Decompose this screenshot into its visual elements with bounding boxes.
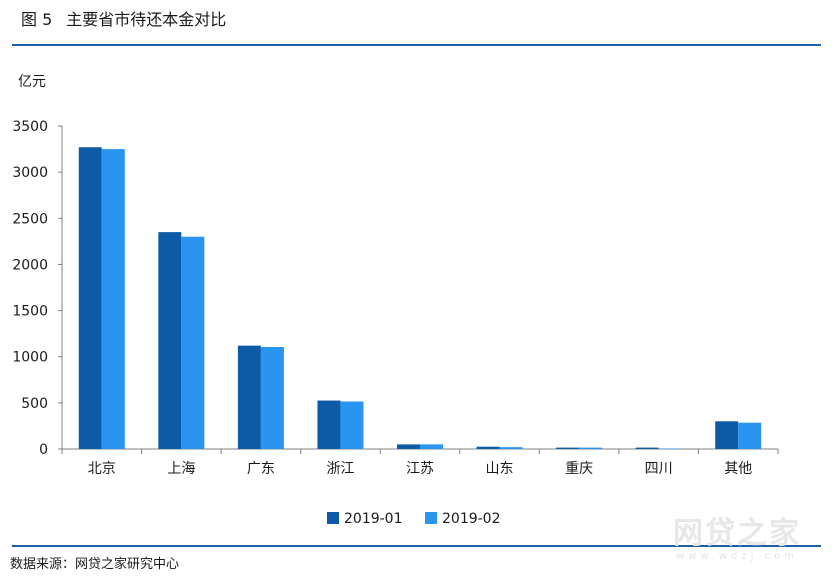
figure-title: 图 5 主要省市待还本金对比 — [21, 6, 226, 30]
bar-2019-01-山东 — [476, 446, 500, 449]
y-tick-label: 1000 — [12, 350, 48, 366]
x-tick-label: 四川 — [645, 461, 673, 477]
bar-2019-02-北京 — [101, 149, 125, 450]
legend-swatch-2019-01 — [327, 512, 339, 524]
legend-label: 2019-01 — [344, 511, 403, 527]
figure-number: 图 5 — [21, 10, 53, 29]
bar-2019-01-其他 — [715, 421, 739, 449]
y-tick-label: 500 — [21, 396, 48, 412]
legend-swatch-2019-02 — [425, 512, 437, 524]
bar-2019-01-上海 — [158, 232, 182, 449]
bar-2019-01-江苏 — [397, 444, 420, 449]
bar-2019-01-浙江 — [317, 400, 341, 449]
y-tick-label: 1500 — [12, 304, 48, 320]
x-tick-label: 其他 — [724, 461, 752, 477]
bar-2019-02-浙江 — [340, 401, 364, 449]
y-axis-label: 亿元 — [18, 74, 46, 90]
bar-2019-02-上海 — [181, 236, 205, 449]
y-tick-label: 2500 — [12, 211, 48, 227]
legend-label: 2019-02 — [442, 511, 501, 527]
watermark-url: www.wdzj.com — [676, 551, 798, 562]
figure-title-text: 主要省市待还本金对比 — [66, 10, 227, 29]
bar-chart: 亿元 0 500 1000 1500 2000 2500 3000 3500 北京 上海 广东 浙江 江苏… — [12, 74, 779, 527]
top-rule — [12, 44, 821, 46]
bar-2019-02-江苏 — [420, 444, 443, 449]
bar-2019-01-四川 — [635, 447, 659, 449]
bar-2019-02-广东 — [260, 347, 284, 449]
x-tick-label: 山东 — [486, 461, 514, 477]
x-tick-label: 上海 — [167, 461, 195, 477]
watermark-text: 网贷之家 — [673, 516, 801, 551]
bar-2019-01-北京 — [78, 147, 102, 449]
y-tick-label: 2000 — [12, 257, 48, 273]
x-tick-label: 北京 — [88, 461, 116, 477]
bar-2019-02-山东 — [499, 447, 523, 449]
bar-2019-01-重庆 — [556, 447, 580, 449]
y-tick-label: 3000 — [12, 165, 48, 181]
x-tick-label: 重庆 — [565, 461, 593, 477]
source-note: 数据来源：网贷之家研究中心 — [10, 557, 180, 572]
bar-2019-01-广东 — [237, 345, 261, 449]
x-tick-label: 浙江 — [326, 461, 354, 477]
y-tick-label: 0 — [39, 442, 48, 458]
x-tick-label: 广东 — [247, 461, 275, 477]
y-tick-label: 3500 — [12, 119, 48, 135]
watermark-logo: 网贷之家 www.wdzj.com — [662, 517, 812, 563]
x-tick-label: 江苏 — [406, 461, 434, 477]
bar-2019-02-其他 — [738, 422, 762, 449]
bottom-rule — [12, 545, 821, 547]
bar-2019-02-重庆 — [579, 447, 603, 449]
